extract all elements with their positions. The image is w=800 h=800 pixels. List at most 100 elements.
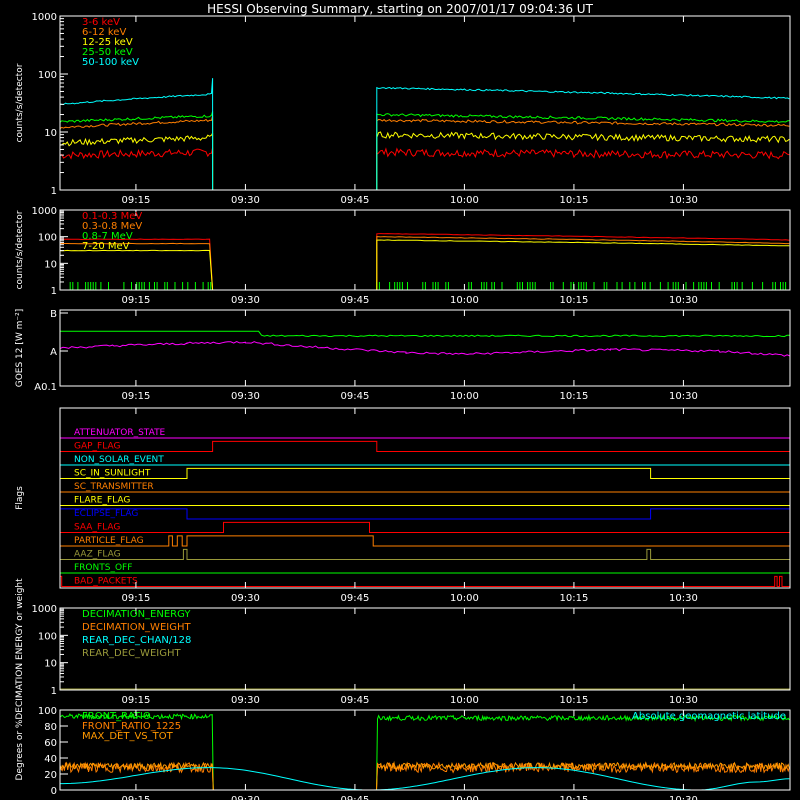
panel-frame [59,309,791,387]
x-tick-label: 10:15 [560,795,589,800]
legend-entry: 25-50 keV [82,47,133,58]
x-tick-label: 10:15 [560,695,589,706]
legend-entry: 0.1-0.3 MeV [82,211,142,222]
flag-label: ECLIPSE_FLAG [74,509,138,519]
flag-label: FRONTS_OFF [74,563,132,573]
panel-frame [59,209,791,291]
panel-4-flags: ATTENUATOR_STATE GAP_FLAG NON_SOLAR_EVENT S… [15,407,791,604]
panel-5-decimation: 1 10 100 1000 09:15 09:30 09:45 10:00 10:15 10:30… [15,578,791,720]
x-tick-label: 10:00 [450,795,479,800]
x-tick-label: 09:15 [122,391,151,402]
series-line [59,147,790,191]
x-tick-label: 10:30 [669,195,698,206]
panel-2-high-energy: 1 10 100 1000 09:15 09:30 09:45 10:00 10:15 10:30… [15,206,791,306]
flag-label: ATTENUATOR_STATE [74,428,166,438]
legend-entry: 0.8-7 MeV [82,231,133,242]
flag-label: AAZ_FLAG [74,550,121,560]
y-tick-label: 1 [51,286,57,297]
y-tick-label: 1 [51,186,57,197]
flag-line [59,575,790,587]
x-tick-label: 10:15 [560,391,589,402]
y-tick-label: 100 [38,706,57,717]
x-tick-label: 09:15 [122,695,151,706]
flag-label: GAP_FLAG [74,442,120,452]
y-tick-label: 10 [44,259,57,270]
legend-entry: 0.3-0.8 MeV [82,221,142,232]
legend-entry: 50-100 keV [82,57,139,68]
x-tick-label: 10:30 [669,391,698,402]
x-tick-label: 10:00 [450,391,479,402]
latitude-line [60,767,790,791]
x-tick-label: 09:30 [231,195,260,206]
x-tick-label: 09:30 [231,295,260,306]
panel-3-goes: 09:15 09:30 09:45 10:00 10:15 10:30 A0.1 A B GOES… [15,309,791,402]
flag-label: NON_SOLAR_EVENT [74,455,164,465]
x-tick-label: 09:45 [341,391,370,402]
x-tick-label: 10:30 [669,295,698,306]
flag-label: SAA_FLAG [74,523,120,533]
series-line [60,330,791,338]
flag-line [60,467,790,479]
panel-frame [59,709,791,791]
y-axis-label: counts/s/detector [15,63,25,142]
latitude-annotation: Absolute geomagnetic latitude [632,711,786,722]
series-line [59,111,790,191]
flag-line [59,508,791,520]
y-tick-label: A [50,347,57,358]
y-axis-label: GOES 12 [W m⁻²] [15,309,25,388]
flag-line [60,521,790,533]
x-tick-label: 09:45 [341,795,370,800]
series-line [59,236,790,291]
y-tick-label: 100 [38,233,57,244]
flag-label: PARTICLE_FLAG [74,536,144,546]
x-tick-label: 09:15 [122,593,151,604]
panel-frame [59,15,791,191]
x-tick-label: 10:15 [560,593,589,604]
y-tick-label: 10 [44,659,57,670]
series-line [59,233,790,291]
x-tick-label: 10:15 [560,195,589,206]
x-tick-label: 10:00 [450,695,479,706]
flag-line [60,440,790,452]
series-line [59,115,790,191]
series-line [59,78,790,191]
legend-entry: 7-20 MeV [82,241,130,252]
flag-line [60,548,790,560]
legend-entry: FRONT_RATIO_1225 [82,721,181,732]
x-tick-label: 09:30 [231,391,260,402]
x-tick-label: 10:15 [560,295,589,306]
y-tick-label: 1000 [32,12,57,23]
legend-entry: FRONT_RATIO [82,711,151,722]
x-tick-label: 10:30 [669,795,698,800]
y-tick-label: 60 [44,738,57,749]
y-tick-label: 20 [44,770,57,781]
flag-label: BAD_PACKETS [74,577,138,587]
series-line [59,712,790,791]
series-line [59,341,791,357]
figure-title: HESSI Observing Summary, starting on 200… [207,2,593,16]
y-tick-label: 1000 [32,604,57,615]
y-tick-label: 100 [38,70,57,81]
flag-line [60,535,790,547]
flag-label: SC_IN_SUNLIGHT [74,469,151,479]
x-tick-label: 10:00 [450,195,479,206]
series-line [59,131,790,191]
x-tick-label: 09:45 [341,295,370,306]
panel-1-low-energy: 1 10 100 1000 09:15 09:30 09:45 10:00 10:15 10:30… [15,12,791,206]
x-tick-label: 10:30 [669,695,698,706]
y-tick-label: 1000 [32,206,57,217]
panel-frame [59,607,791,691]
legend-entry: 6-12 keV [82,27,126,38]
panel-frame [59,407,791,589]
y-tick-label: 100 [38,631,57,642]
series-line [59,239,790,291]
x-tick-label: 09:15 [122,195,151,206]
y-axis-label: Degrees or % [15,719,25,780]
legend-entry: 3-6 keV [82,17,120,28]
x-tick-label: 09:15 [122,795,151,800]
panel-6-ratios: 0 20 40 60 80 100 Degrees or % FRONT_RATIOFRONT… [15,706,791,800]
y-axis-label: Flags [15,486,25,510]
y-tick-label: B [50,309,57,320]
y-tick-label: 10 [44,128,57,139]
